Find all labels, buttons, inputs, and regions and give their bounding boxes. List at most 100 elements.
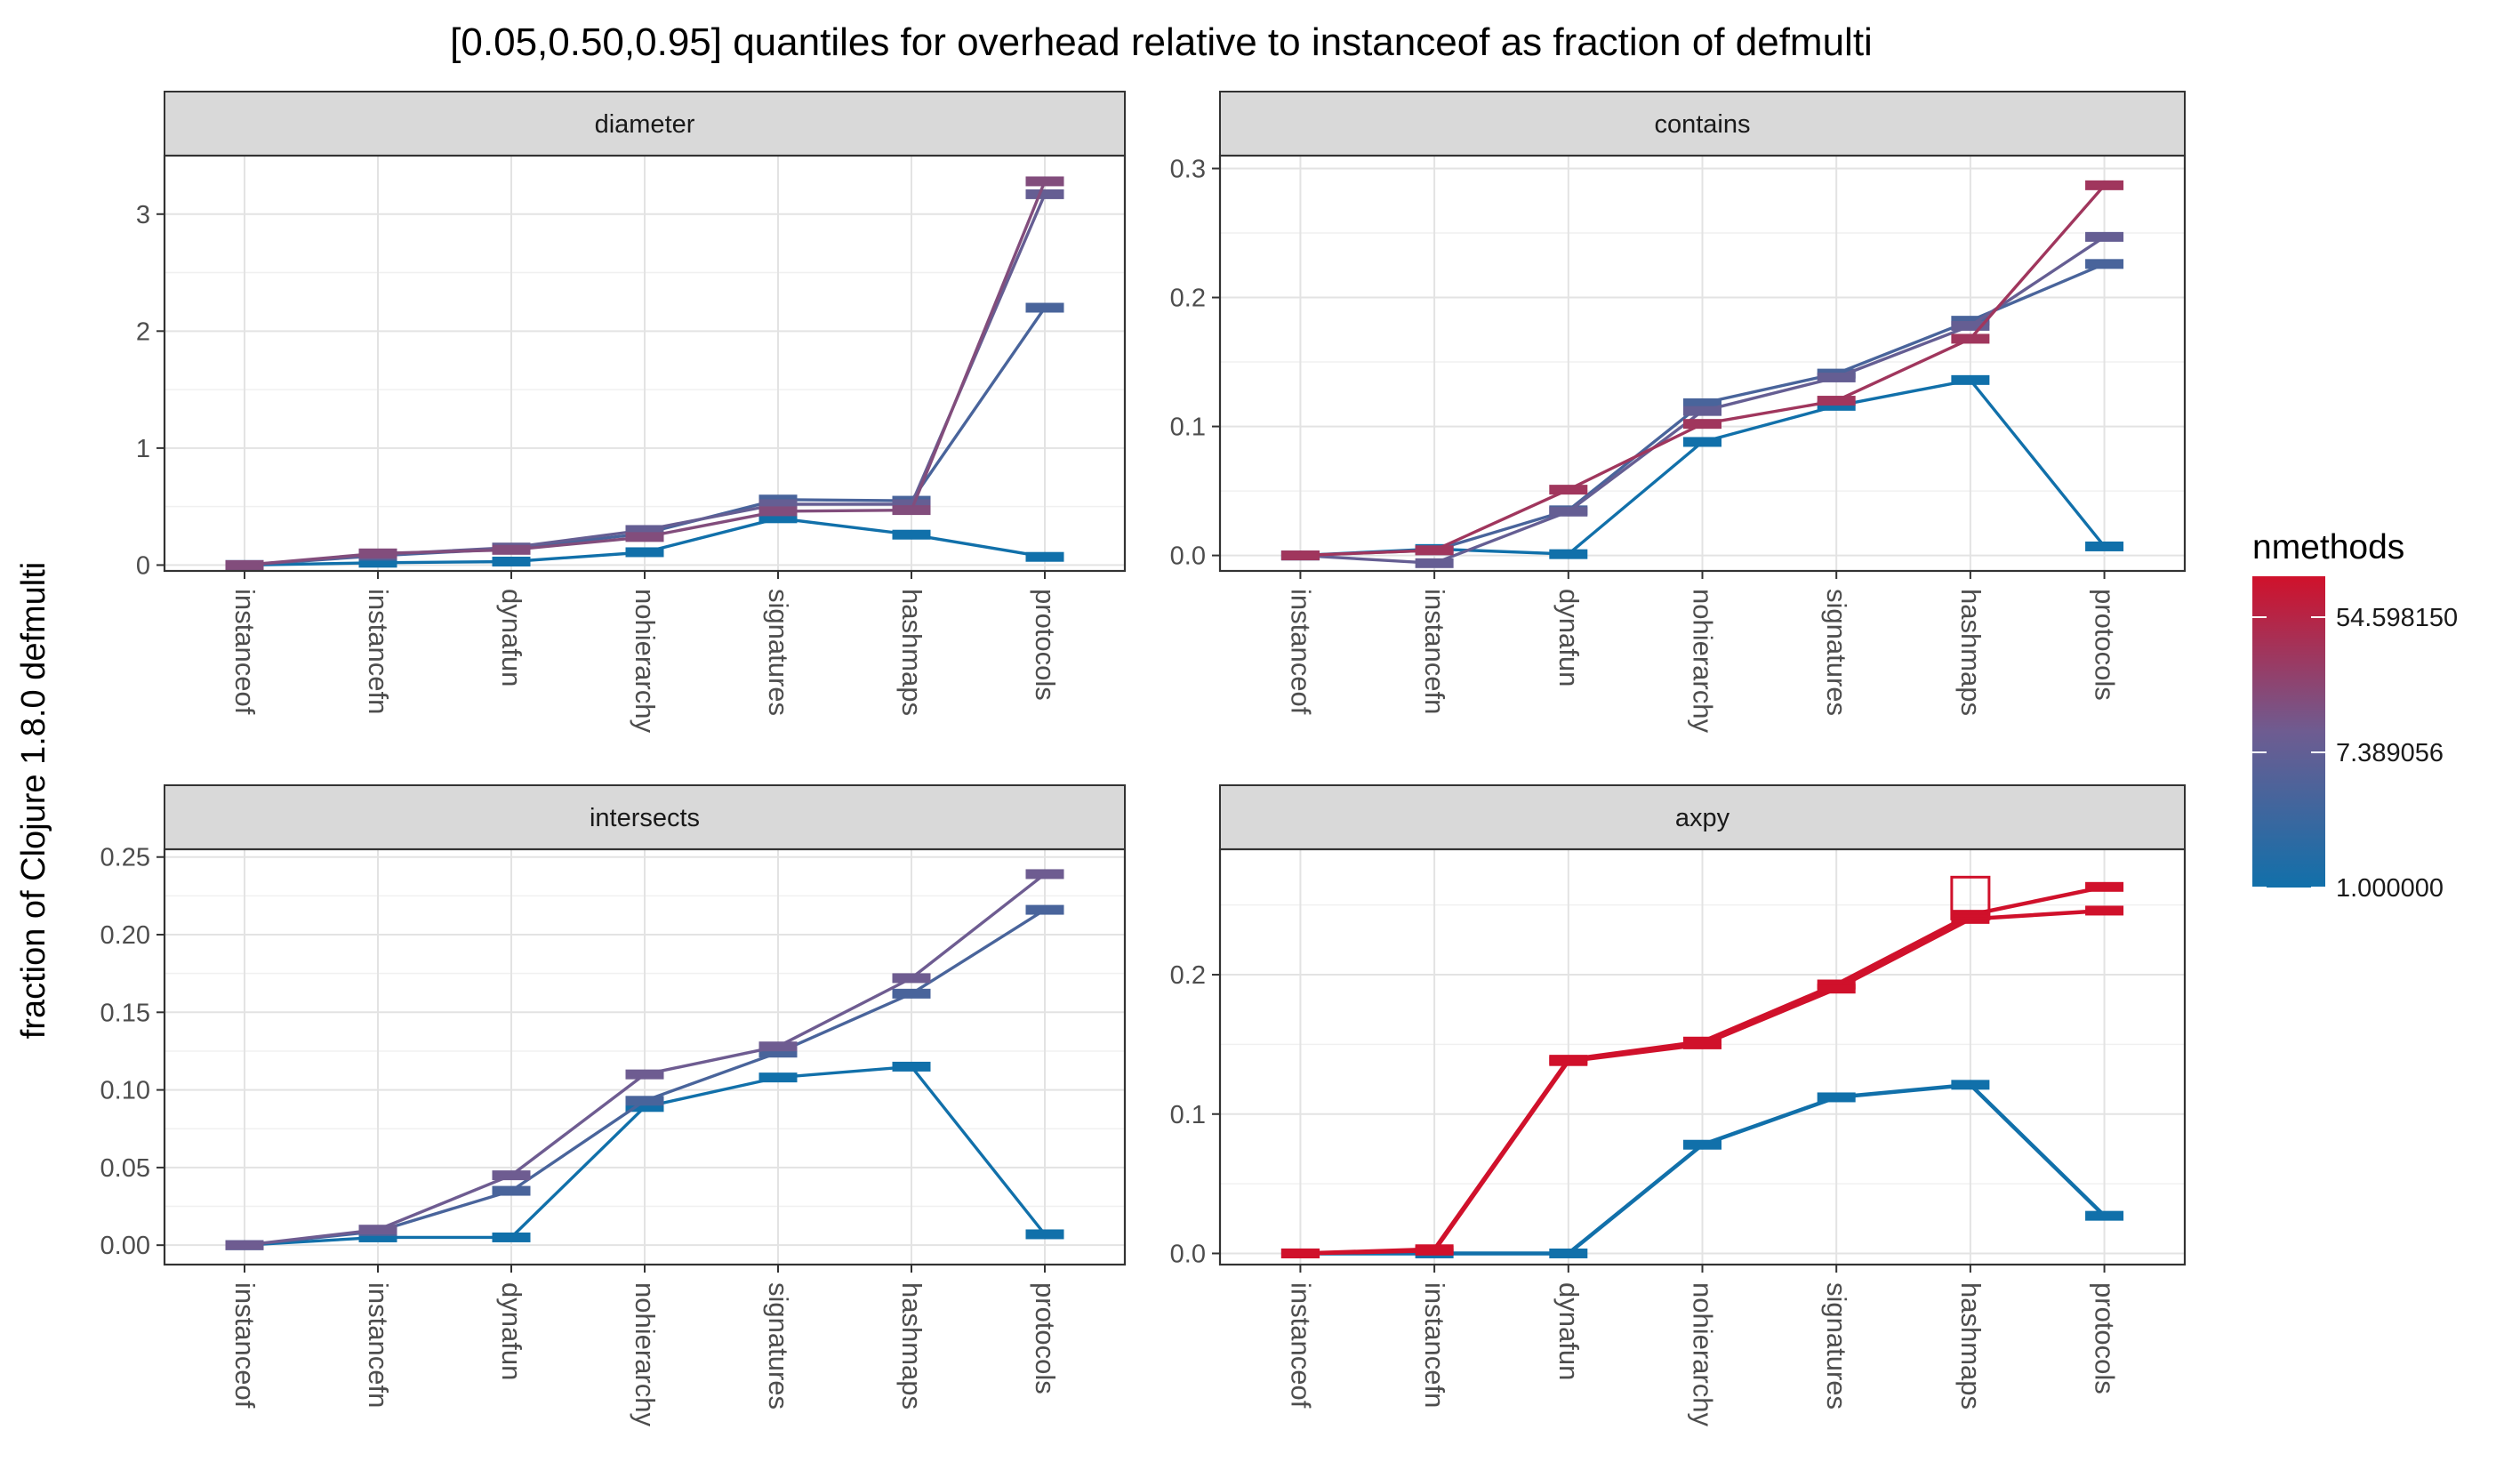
panel-diameter: diameter 0 1 2 3 instanceof instancefn dynafun n… [136,91,1127,733]
x-tick-label: protocols [1030,589,1061,701]
quantile-box [1950,875,1991,920]
panel-axpy: axpy 0.0 0.1 0.2 instanceof instancefn dynafun… [1170,784,2187,1426]
quantile-marker [1280,550,1320,561]
quantile-marker [492,556,531,566]
facet-label: contains [1654,110,1750,139]
quantile-marker [358,548,397,558]
x-tick-label: nohierarchy [630,1282,661,1426]
quantile-marker [1951,1080,1990,1090]
quantile-marker [1817,984,1856,994]
quantile-marker [625,547,664,558]
x-tick-label: dynafun [496,589,527,687]
x-tick-label: instancefn [363,1282,394,1408]
legend-label: 1.000000 [2336,874,2444,903]
quantile-marker [492,1232,531,1242]
series-line [1280,180,2124,561]
y-tick-label: 0.15 [100,999,150,1027]
facet-strip [164,91,1126,157]
y-tick-label: 0.05 [100,1154,150,1183]
quantile-marker [1549,1056,1588,1066]
quantile-marker [1549,549,1588,559]
quantile-marker [1951,333,1990,344]
x-tick-label: instancefn [363,589,394,714]
x-tick-label: dynafun [1553,589,1585,687]
x-tick-label: nohierarchy [630,589,661,733]
quantile-marker [492,544,531,555]
quantile-marker [492,1185,531,1196]
series-line [225,176,1064,570]
quantile-marker [758,506,798,517]
quantile-marker [1817,396,1856,406]
quantile-marker [2085,541,2124,551]
quantile-marker [2085,259,2124,269]
quantile-marker [1025,869,1064,880]
quantile-marker [1025,176,1064,187]
y-tick-label: 2 [136,317,150,346]
quantile-marker [358,1225,397,1235]
quantile-marker [1683,1039,1721,1049]
y-tick-label: 0 [136,551,150,580]
quantile-marker [625,1096,664,1106]
y-tick-label: 3 [136,201,150,229]
quantile-marker [625,532,664,542]
x-tick-label: instanceof [229,1282,261,1409]
quantile-marker [1549,485,1588,495]
quantile-marker [1025,1229,1064,1240]
panel-contains: contains 0.0 0.1 0.2 0.3 instanceof instancefn… [1170,91,2187,733]
y-axis-label: fraction of Clojure 1.8.0 defmulti [15,562,52,1040]
quantile-marker [1280,1248,1320,1258]
quantile-marker [2085,180,2124,190]
quantile-marker [2085,905,2124,916]
series-line [225,869,1064,1250]
x-tick-label: dynafun [496,1282,527,1380]
quantile-marker [1025,189,1064,199]
quantile-marker [1683,406,1721,416]
facet-label: diameter [595,110,695,139]
quantile-marker [1817,372,1856,382]
quantile-marker [1025,904,1064,915]
legend-label: 7.389056 [2336,739,2444,767]
x-tick-label: nohierarchy [1688,589,1719,733]
facet-strip [164,784,1126,850]
x-tick-label: instancefn [1419,1282,1450,1408]
y-tick-label: 0.20 [100,921,150,950]
quantile-marker [892,988,931,999]
x-tick-label: instanceof [1285,589,1316,715]
facet-panels: diameter 0 1 2 3 instanceof instancefn dynafun n… [100,91,2187,1426]
quantile-marker [2085,231,2124,242]
quantile-marker [1683,419,1721,430]
quantile-marker [2085,881,2124,892]
quantile-marker [1683,437,1721,447]
quantile-marker [1549,1248,1588,1258]
quantile-marker [892,505,931,516]
x-tick-label: protocols [2090,589,2121,701]
y-tick-label: 0.00 [100,1232,150,1260]
quantile-marker [492,1170,531,1181]
y-tick-label: 0.25 [100,844,150,872]
y-tick-label: 0.1 [1170,414,1206,442]
x-tick-label: instanceof [229,589,261,715]
quantile-marker [2085,1210,2124,1221]
quantile-marker [1025,302,1064,313]
y-tick-label: 0.2 [1170,285,1206,313]
x-tick-label: dynafun [1553,1282,1585,1380]
quantile-marker [225,559,264,570]
quantile-marker [1415,1245,1454,1256]
facet-strip [1219,784,2186,850]
legend-label: 54.598150 [2336,604,2458,632]
legend-title: nmethods [2252,528,2404,566]
x-tick-label: protocols [2090,1282,2121,1394]
x-tick-label: signatures [763,589,794,716]
facet-label: axpy [1675,804,1730,832]
y-tick-label: 0.10 [100,1077,150,1105]
legend: nmethods 54.598150 7.389056 1.000000 [2252,528,2458,903]
y-tick-label: 0.0 [1170,542,1206,571]
quantile-marker [1817,1092,1856,1103]
y-tick-label: 1 [136,435,150,463]
y-tick-label: 0.3 [1170,156,1206,184]
x-tick-label: protocols [1030,1282,1061,1394]
quantile-marker [625,1069,664,1080]
x-tick-label: instancefn [1419,589,1450,714]
x-tick-label: hashmaps [896,1282,927,1410]
